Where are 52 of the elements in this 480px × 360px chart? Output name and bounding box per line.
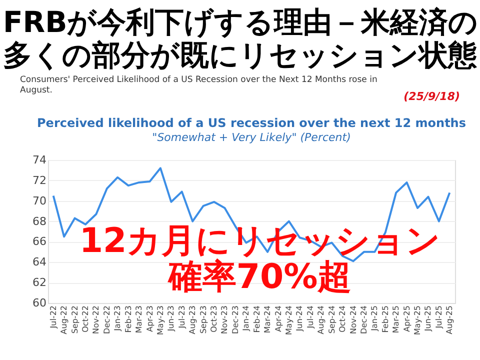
x-tick-label: May-24 [284, 306, 294, 335]
x-tick-label: Apr-23 [145, 306, 154, 332]
y-tick-label: 68 [32, 214, 46, 228]
y-tick-label: 70 [32, 194, 46, 208]
y-tick-label: 64 [32, 256, 46, 269]
x-tick-label: Aug-22 [60, 306, 69, 334]
x-tick-label: Jan-23 [113, 306, 122, 332]
x-tick-label: May-23 [156, 306, 165, 335]
x-tick-label: Aug-25 [445, 306, 454, 334]
text: (25/9/18) [404, 90, 460, 103]
x-tick-label: May-25 [413, 306, 422, 335]
chart-title: FRBが今利下げする理由－米経済の多くの部分が既にリセッション状態 [3, 5, 478, 72]
x-tick-label: Sep-24 [327, 306, 336, 334]
x-tick-label: Oct-23 [210, 306, 219, 332]
x-tick-label: Sep-23 [198, 306, 208, 334]
x-tick-label: Apr-24 [274, 306, 283, 332]
x-tick-label: Jan-25 [370, 306, 380, 332]
x-tick-label: Feb-24 [252, 306, 262, 333]
y-tick-label: 60 [32, 296, 46, 310]
x-tick-label: Dec-22 [102, 306, 112, 334]
x-tick-label: Jun-25 [424, 306, 433, 332]
x-tick-label: Jul-22 [48, 306, 58, 330]
x-tick-label: Jul-23 [177, 306, 186, 330]
x-tick-label: Oct-24 [338, 306, 348, 332]
x-tick-label: Nov-24 [348, 306, 358, 334]
x-tick-label: Oct-22 [80, 306, 90, 332]
y-tick-label: 74 [32, 154, 46, 166]
x-tick-label: Jan-24 [242, 306, 251, 332]
x-tick-label: Aug-23 [188, 306, 198, 334]
y-tick-label: 62 [32, 276, 46, 290]
x-tick-label: Dec-23 [230, 306, 240, 334]
annotation: 確率70%超 [166, 257, 352, 297]
x-tick-label: Nov-22 [92, 306, 101, 334]
x-tick-label: Jul-25 [434, 306, 444, 330]
x-tick-label: Mar-24 [263, 306, 272, 334]
x-tick-label: Aug-24 [316, 306, 326, 334]
x-tick-label: Sep-22 [70, 306, 80, 334]
x-tick-label: Mar-23 [134, 306, 144, 334]
x-tick-label: Dec-24 [359, 306, 368, 334]
chart-subtitle: Perceived likelihood of a US recession over the next 12 months [37, 116, 466, 130]
x-tick-label: Feb-25 [380, 306, 390, 333]
y-tick-label: 66 [32, 235, 46, 248]
y-tick-label: 72 [32, 174, 46, 187]
x-tick-label: Apr-25 [402, 306, 412, 332]
x-tick-label: Jun-24 [295, 306, 304, 332]
x-tick-label: Feb-23 [124, 306, 133, 333]
x-tick-label: Jul-24 [306, 306, 315, 330]
x-tick-label: Mar-25 [392, 306, 401, 334]
text: "Somewhat + Very Likely" (Percent) [152, 131, 351, 144]
x-tick-label: Nov-23 [220, 306, 230, 334]
text: Consumers' Perceived Likelihood of a US Recession over the Next 12 Months rose in August. [20, 75, 378, 96]
x-tick-label: Jun-23 [166, 306, 176, 332]
